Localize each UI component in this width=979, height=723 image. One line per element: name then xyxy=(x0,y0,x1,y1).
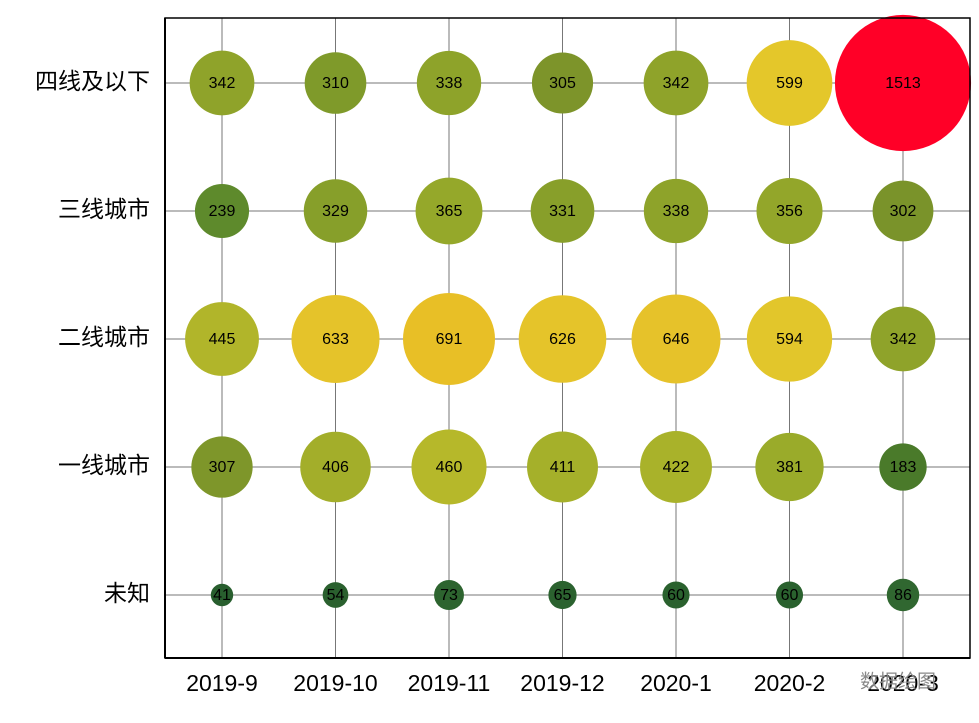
x-tick-label: 2020-2 xyxy=(754,670,826,696)
value-label: 356 xyxy=(776,203,803,220)
bubble xyxy=(415,177,483,245)
value-label: 305 xyxy=(549,75,576,92)
value-label: 73 xyxy=(440,587,458,604)
value-label: 411 xyxy=(550,459,576,476)
bubble xyxy=(416,50,482,116)
bubble xyxy=(189,50,255,116)
value-label: 381 xyxy=(776,459,803,476)
bubble xyxy=(643,178,709,244)
bubble xyxy=(411,429,487,505)
value-label: 691 xyxy=(436,331,463,348)
value-label: 342 xyxy=(890,331,917,348)
value-label: 422 xyxy=(663,459,690,476)
watermark: 数据绘图 xyxy=(860,671,936,693)
bubble xyxy=(886,578,920,612)
value-label: 60 xyxy=(781,587,799,604)
value-label: 599 xyxy=(776,75,803,92)
value-label: 406 xyxy=(322,459,349,476)
value-label: 338 xyxy=(663,203,690,220)
bubble xyxy=(531,52,594,114)
x-tick-label: 2019-9 xyxy=(186,670,258,696)
value-label: 342 xyxy=(663,75,690,92)
y-tick-label: 四线及以下 xyxy=(35,69,150,95)
value-label: 331 xyxy=(549,203,576,220)
x-tick-label: 2020-1 xyxy=(640,670,712,696)
x-tick-label: 2019-12 xyxy=(520,670,604,696)
y-tick-label: 二线城市 xyxy=(58,325,150,351)
bubble xyxy=(434,580,464,610)
value-label: 302 xyxy=(890,203,917,220)
value-label: 338 xyxy=(436,75,463,92)
value-label: 307 xyxy=(209,459,236,476)
value-label: 646 xyxy=(663,331,690,348)
bubble xyxy=(548,580,577,610)
value-label: 342 xyxy=(209,75,236,92)
bubble xyxy=(300,431,371,503)
value-label: 594 xyxy=(776,331,803,348)
value-label: 365 xyxy=(436,203,463,220)
bubble xyxy=(755,432,824,502)
bubble xyxy=(210,583,234,607)
value-label: 239 xyxy=(209,203,236,220)
x-tick-label: 2019-10 xyxy=(293,670,377,696)
bubble xyxy=(530,179,595,243)
bubble xyxy=(870,306,936,372)
bubble xyxy=(746,40,833,126)
bubble xyxy=(518,295,607,383)
bubble xyxy=(631,294,721,384)
value-label: 41 xyxy=(213,587,231,604)
bubble xyxy=(872,180,934,242)
bubble xyxy=(775,581,804,609)
bubble xyxy=(527,431,598,503)
bubble xyxy=(322,582,349,608)
bubble xyxy=(191,436,253,498)
value-label: 633 xyxy=(322,331,349,348)
x-tick-label: 2019-11 xyxy=(408,670,491,696)
value-label: 626 xyxy=(549,331,576,348)
bubble xyxy=(640,431,712,503)
y-tick-label: 未知 xyxy=(104,581,150,607)
bubble xyxy=(291,294,380,384)
bubble xyxy=(834,14,972,152)
bubble xyxy=(185,302,259,376)
bubble xyxy=(402,292,496,386)
value-label: 329 xyxy=(322,203,349,220)
bubble xyxy=(643,50,709,116)
value-label: 310 xyxy=(322,75,349,92)
bubble xyxy=(304,52,367,114)
value-label: 65 xyxy=(554,587,572,604)
value-label: 445 xyxy=(209,331,236,348)
bubble xyxy=(303,179,368,243)
value-label: 54 xyxy=(327,587,345,604)
bubble xyxy=(662,581,690,609)
bubble xyxy=(879,443,927,491)
value-label: 60 xyxy=(667,587,685,604)
value-label: 1513 xyxy=(885,75,921,92)
bubble xyxy=(746,296,833,382)
bubble xyxy=(194,183,250,239)
y-tick-label: 一线城市 xyxy=(58,453,150,479)
value-label: 183 xyxy=(890,459,917,476)
y-tick-label: 三线城市 xyxy=(58,197,150,223)
value-label: 460 xyxy=(436,459,463,476)
bubble xyxy=(756,177,823,245)
value-label: 86 xyxy=(894,587,912,604)
x-tick-label: 2020-3 xyxy=(867,670,939,696)
